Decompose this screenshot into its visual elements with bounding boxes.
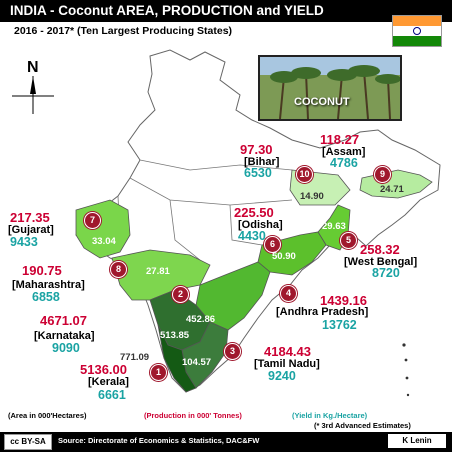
rank-badge-9: 9: [374, 166, 391, 183]
assam-area: 118.27: [320, 132, 360, 147]
bihar-yield: 14.90: [300, 191, 324, 202]
karnataka-production: 9090: [52, 341, 80, 355]
author-signature: K Lenin: [388, 434, 446, 448]
tamil-nadu-yield: 452.86: [186, 314, 216, 325]
rank-badge-2: 2: [172, 286, 189, 303]
footer-bar: [0, 432, 452, 452]
assam-name: [Assam]: [322, 146, 366, 158]
cc-license-badge: cc BY-SA: [4, 434, 52, 450]
rank-badge-4: 4: [280, 285, 297, 302]
north-label: N: [27, 59, 39, 76]
legend-estimate: (* 3rd Advanced Estimates): [314, 421, 411, 430]
bihar-area: 97.30: [240, 142, 273, 157]
andhra-pradesh-area: 1439.16: [320, 293, 367, 308]
title-bar: INDIA - Coconut AREA, PRODUCTION and YIE…: [0, 0, 452, 22]
karnataka-yield: 513.85: [160, 330, 190, 341]
assam-production: 4786: [330, 156, 358, 170]
kerala-name: [Kerala]: [88, 376, 129, 388]
state-gujarat: [75, 199, 131, 259]
gujarat-area: 217.35: [10, 210, 50, 225]
odisha-production: 4430: [238, 229, 266, 243]
legend-area: (Area in 000'Hectares): [8, 411, 87, 420]
tamil-nadu-production: 9240: [268, 369, 296, 383]
legend-production: (Production in 000' Tonnes): [144, 411, 242, 420]
maharashtra-production: 6858: [32, 290, 60, 304]
rank-badge-3: 3: [224, 343, 241, 360]
karnataka-name: [Karnataka]: [34, 330, 95, 342]
gujarat-name: [Gujarat]: [8, 224, 54, 236]
west-bengal-name: [West Bengal]: [344, 256, 418, 268]
gujarat-production: 9433: [10, 235, 38, 249]
west-bengal-production: 8720: [372, 266, 400, 280]
odisha-yield: 50.90: [272, 251, 296, 262]
north-arrow-icon: N: [12, 59, 54, 114]
andhra-pradesh-yield: 104.57: [182, 357, 212, 368]
bihar-name: [Bihar]: [244, 156, 280, 168]
rank-badge-7: 7: [84, 212, 101, 229]
odisha-area: 225.50: [234, 205, 274, 220]
andhra-pradesh-name: [Andhra Pradesh]: [276, 306, 369, 318]
inset-label: COCONUT: [294, 96, 350, 108]
maharashtra-name: [Maharashtra]: [12, 279, 85, 291]
source-note: Source: Directorate of Economics & Stati…: [58, 436, 260, 445]
page-subtitle: 2016 - 2017* (Ten Largest Producing Stat…: [14, 25, 233, 37]
andhra-pradesh-production: 13762: [322, 318, 357, 332]
page-title: INDIA - Coconut AREA, PRODUCTION and YIE…: [10, 3, 324, 18]
tamil-nadu-area: 4184.43: [264, 344, 311, 359]
maharashtra-area: 190.75: [22, 263, 62, 278]
palm-trees-icon: [260, 57, 400, 119]
kerala-production: 5136.00: [80, 362, 127, 377]
kerala-area: 771.09: [120, 352, 150, 363]
tamil-nadu-name: [Tamil Nadu]: [254, 358, 320, 370]
maharashtra-yield: 27.81: [146, 266, 170, 277]
rank-badge-5: 5: [340, 232, 357, 249]
rank-badge-6: 6: [264, 236, 281, 253]
gujarat-yield: 33.04: [92, 236, 116, 247]
coconut-photo-inset: COCONUT: [258, 55, 402, 121]
odisha-name: [Odisha]: [238, 219, 283, 231]
state-kerala: [157, 324, 197, 393]
west-bengal-yield: 29.63: [322, 221, 346, 232]
kerala-production-sub: 6661: [98, 388, 126, 402]
bihar-production: 6530: [244, 166, 272, 180]
west-bengal-area: 258.32: [360, 242, 400, 257]
karnataka-area: 4671.07: [40, 313, 87, 328]
india-flag-icon: [392, 15, 442, 47]
rank-badge-8: 8: [110, 261, 127, 278]
legend-yield: (Yield in Kg./Hectare): [292, 411, 368, 420]
assam-yield: 24.71: [380, 184, 404, 195]
rank-badge-10: 10: [296, 166, 313, 183]
rank-badge-1: 1: [150, 364, 167, 381]
